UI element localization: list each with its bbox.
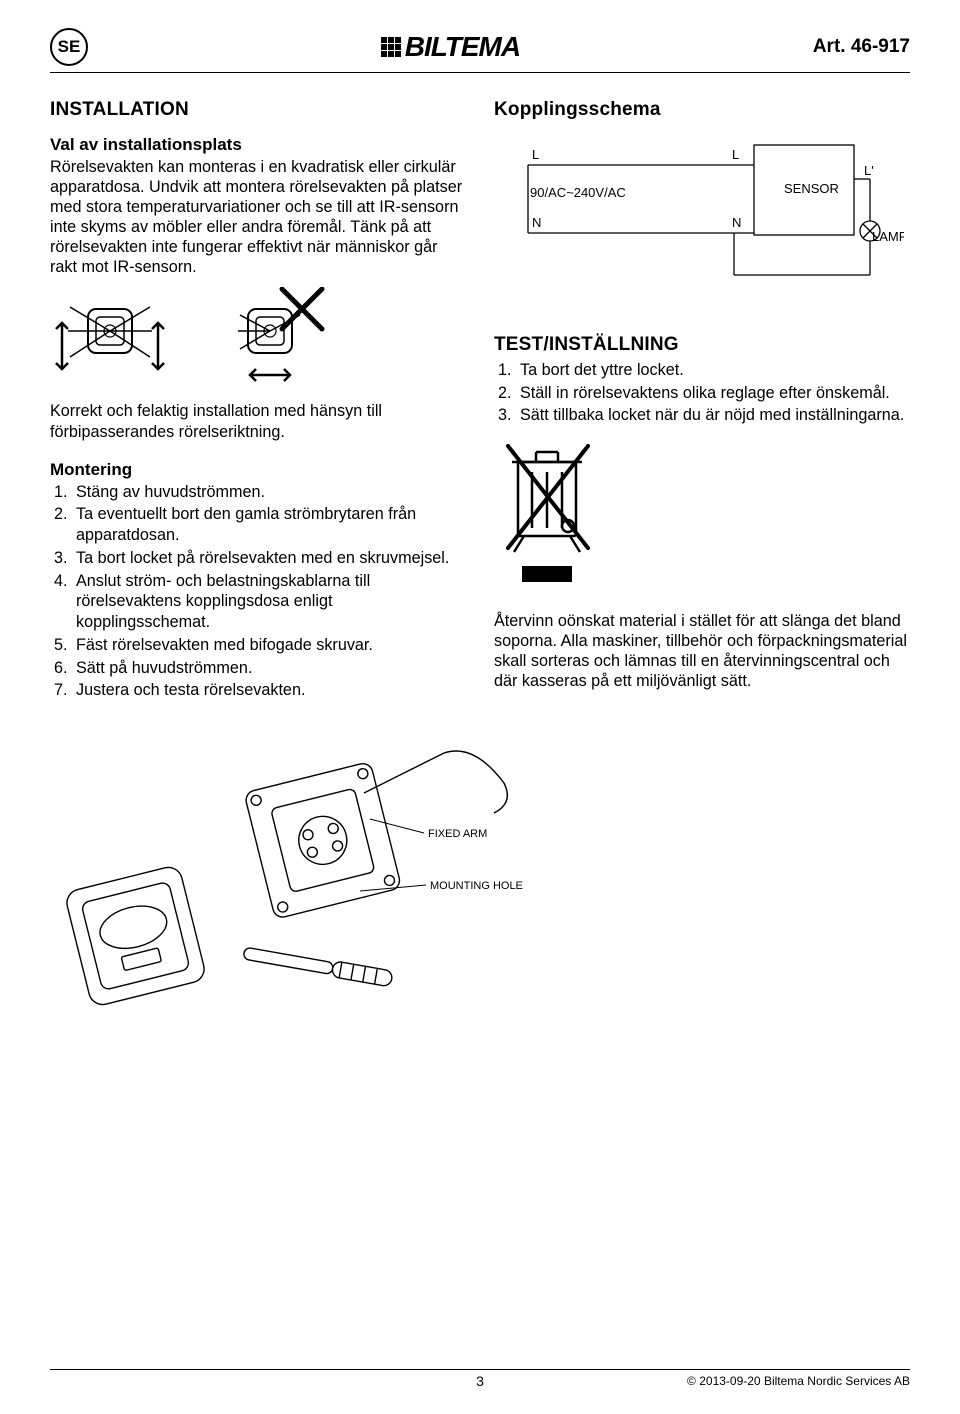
header-divider <box>50 72 910 73</box>
incorrect-install-icon <box>210 287 330 387</box>
list-item: Stäng av huvudströmmen. <box>72 482 466 503</box>
list-item: Sätt tillbaka locket när du är nöjd med … <box>516 405 910 426</box>
svg-text:L: L <box>732 147 739 162</box>
list-item: Anslut ström- och belastningskablarna ti… <box>72 571 466 633</box>
svg-text:90/AC~240V/AC: 90/AC~240V/AC <box>530 185 626 200</box>
wiring-schematic: L L N N 90/AC~240V/AC SENSOR L' LAMP <box>494 135 910 310</box>
mounting-exploded-diagram: FIXED ARM MOUNTING HOLE <box>44 723 910 1028</box>
language-code: SE <box>58 37 81 57</box>
list-item: Fäst rörelsevakten med bifogade skruvar. <box>72 635 466 656</box>
logo-squares-icon <box>381 37 401 57</box>
recycle-icon-block <box>494 438 910 593</box>
svg-text:LAMP: LAMP <box>872 229 904 244</box>
heading-kopplings: Kopplingsschema <box>494 99 910 121</box>
page-number: 3 <box>476 1373 484 1389</box>
paragraph-val: Rörelsevakten kan monteras i en kvadrati… <box>50 157 466 277</box>
page-footer: 3 © 2013-09-20 Biltema Nordic Services A… <box>50 1369 910 1388</box>
no-trash-icon <box>494 438 604 588</box>
list-item: Ta bort locket på rörelsevakten med en s… <box>72 548 466 569</box>
heading-montering: Montering <box>50 460 466 480</box>
install-direction-diagrams <box>50 287 466 387</box>
paragraph-recycle: Återvinn oönskat material i stället för … <box>494 611 910 691</box>
copyright-text: © 2013-09-20 Biltema Nordic Services AB <box>687 1374 910 1388</box>
footer-divider <box>50 1369 910 1370</box>
heading-test: TEST/INSTÄLLNING <box>494 334 910 356</box>
svg-text:L: L <box>532 147 539 162</box>
list-item: Justera och testa rörelsevakten. <box>72 680 466 701</box>
article-number: Art. 46-917 <box>813 36 910 58</box>
svg-text:SENSOR: SENSOR <box>784 181 839 196</box>
content-columns: INSTALLATION Val av installationsplats R… <box>50 99 910 711</box>
svg-text:N: N <box>532 215 541 230</box>
list-item: Ställ in rörelsevaktens olika reglage ef… <box>516 383 910 404</box>
test-list: Ta bort det yttre locket. Ställ in rörel… <box>494 360 910 426</box>
svg-text:MOUNTING HOLE: MOUNTING HOLE <box>430 880 523 892</box>
list-item: Ta eventuellt bort den gamla strömbrytar… <box>72 504 466 545</box>
list-item: Sätt på huvudströmmen. <box>72 658 466 679</box>
brand-text: BILTEMA <box>405 31 520 63</box>
svg-text:L': L' <box>864 163 874 178</box>
montering-list: Stäng av huvudströmmen. Ta eventuellt bo… <box>50 482 466 701</box>
caption-korrekt: Korrekt och felaktig installation med hä… <box>50 401 466 441</box>
svg-text:N: N <box>732 215 741 230</box>
heading-val: Val av installationsplats <box>50 135 466 155</box>
heading-installation: INSTALLATION <box>50 99 466 121</box>
correct-install-icon <box>50 287 170 387</box>
page-header: SE BILTEMA Art. 46-917 <box>50 28 910 70</box>
language-badge: SE <box>50 28 88 66</box>
svg-text:FIXED ARM: FIXED ARM <box>428 828 487 840</box>
right-column: Kopplingsschema L L N N 90/AC~240V/AC SE… <box>494 99 910 711</box>
list-item: Ta bort det yttre locket. <box>516 360 910 381</box>
left-column: INSTALLATION Val av installationsplats R… <box>50 99 466 711</box>
brand-logo: BILTEMA <box>381 31 520 63</box>
